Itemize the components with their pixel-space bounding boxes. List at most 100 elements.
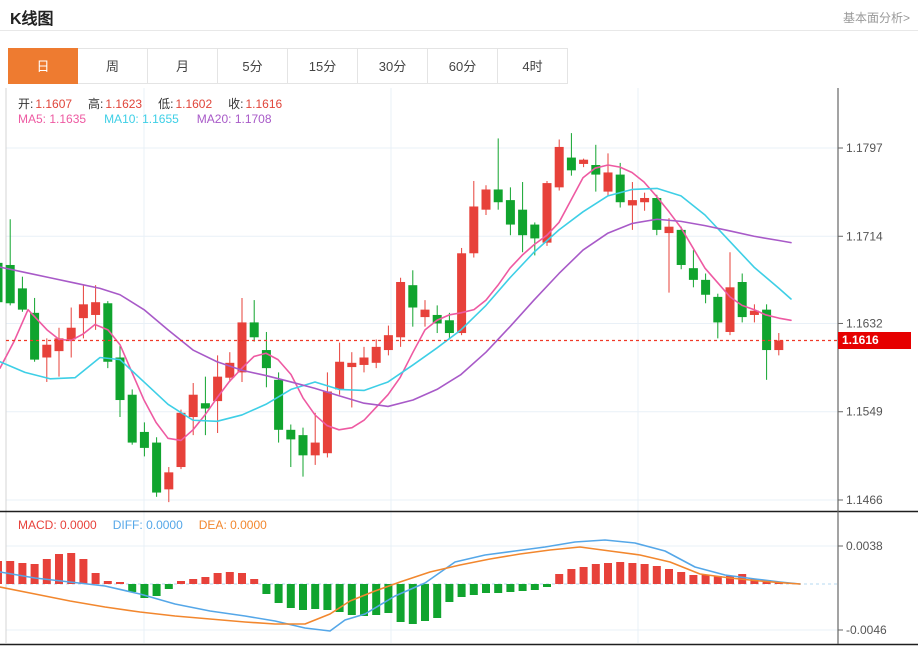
macd-bar [103,581,112,584]
macd-bar [482,584,490,593]
macd-bar [726,576,734,584]
candle-body [444,320,454,334]
dea-value-readout: DEA: 0.0000 [198,518,267,532]
axis-tick-label: 1.1714 [846,229,883,243]
candle-body [664,226,674,234]
macd-bar [116,582,124,584]
chart-area: 1.1797 1.1714 1.1632 1.1549 1.1466 0.0038 -0.0… [0,88,918,646]
candle-body [152,442,162,493]
axis-tick-label: 1.1797 [846,141,883,155]
macd-bar [530,584,539,590]
macd-bar [311,584,320,609]
candle-body [371,346,381,363]
candle-body [396,281,406,338]
low-value: 1.1602 [175,97,213,111]
candle-body [762,309,772,351]
macd-bar [335,584,344,612]
candle-body [652,197,662,230]
header-divider [0,30,918,31]
candle-body [505,200,515,225]
macd-bar [689,575,698,584]
candle-body [383,335,393,351]
candle-body [640,197,650,203]
tab-60min[interactable]: 60分 [428,48,498,84]
macd-bar [201,577,210,584]
candle-body [737,281,747,318]
macd-bar [628,563,637,584]
macd-bar [250,579,259,584]
macd-bar [640,564,649,584]
tab-15min[interactable]: 15分 [288,48,358,84]
tab-week[interactable]: 周 [78,48,148,84]
candle-body [127,394,137,443]
candle-body [566,157,576,171]
candle-body [749,310,759,315]
candle-body [481,189,491,210]
macd-bar [591,564,600,584]
candle-body [5,264,15,304]
candlestick-chart[interactable]: 1.1797 1.1714 1.1632 1.1549 1.1466 0.0038 -0.0… [0,88,918,646]
candle-body [54,338,64,352]
axis-tick-label: 1.1466 [846,493,883,507]
macd-bar [79,559,88,584]
candle-body [493,189,503,203]
macd-bar [360,584,368,616]
candle-body [591,165,601,175]
macd-bar [372,584,381,615]
macd-bar [238,573,246,584]
fundamental-analysis-link[interactable]: 基本面分析> [842,11,910,25]
macd-bar [713,576,722,584]
macd-bar [457,584,466,597]
candle-body [66,327,76,340]
candle-body [42,344,52,358]
candle-body [542,183,552,243]
macd-bar [177,581,185,584]
macd-bar [225,572,234,584]
candle-body [530,224,540,239]
candle-body [213,376,223,402]
candle-body [298,435,308,456]
macd-bar [421,584,429,621]
ma20-readout: MA20: 1.1708 [196,112,272,126]
candle-body [164,472,174,490]
candle-body [432,314,442,324]
candle-body [420,309,430,318]
tab-month[interactable]: 月 [148,48,218,84]
macd-bar [701,575,710,584]
dea-line [0,546,801,625]
macd-bar [262,584,271,594]
macd-bar [579,567,588,584]
macd-bar [128,584,137,592]
macd-bar [42,559,51,584]
candle-body [701,279,711,295]
candle-body [518,209,528,236]
macd-bar [274,584,283,603]
macd-bar [445,584,454,602]
tab-4hour[interactable]: 4时 [498,48,568,84]
candle-body [30,312,40,360]
macd-bar [91,573,100,584]
macd-bar [543,584,551,587]
ma10-line [0,187,792,423]
tab-30min[interactable]: 30分 [358,48,428,84]
candle-body [627,200,637,206]
candle-body [237,322,247,373]
period-tabbar: 日周月 5分 15分 30分 60分 4时 [8,48,568,84]
macd-bar [6,561,15,584]
macd-bar [616,562,625,584]
candle-body [261,350,271,369]
open-value: 1.1607 [35,97,73,111]
macd-bar [323,584,332,610]
candle-body [335,361,345,390]
tab-5min[interactable]: 5分 [218,48,288,84]
macd-bar [469,584,478,595]
candle-body [347,362,357,368]
candle-body [457,253,467,334]
tab-day[interactable]: 日 [8,48,78,84]
candle-body [676,229,686,265]
axis-tick-label: 1.1632 [846,316,883,330]
macd-bar [677,572,686,584]
macd-bar [433,584,442,618]
macd-bar [408,584,417,624]
